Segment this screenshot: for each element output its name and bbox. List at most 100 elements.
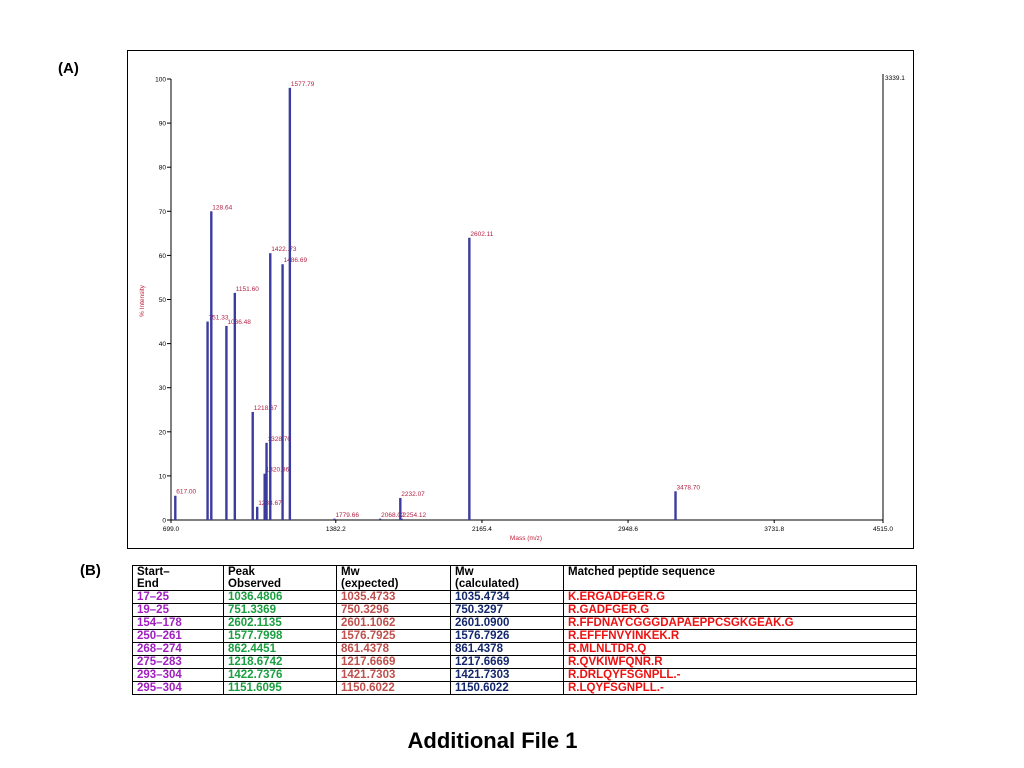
spectrum-svg: 0 10 20 30 40 50 60 70 80 90 100 699.0 1382.2 2165.4 2… bbox=[139, 74, 905, 542]
peak-label: 751.33 bbox=[209, 315, 229, 322]
peak-label: 1577.79 bbox=[291, 81, 315, 88]
y-tick-label: 90 bbox=[159, 121, 167, 128]
peak-bar bbox=[210, 211, 213, 521]
peptide-match-table: Start– End Peak Observed Mw (expected) Mw (c… bbox=[132, 565, 917, 695]
table-row: 19–25 751.3369 750.3296 750.3297 R.GADFGER.G bbox=[132, 603, 917, 617]
peak-bar bbox=[378, 518, 382, 520]
cell-mw-calculated: 1035.4734 bbox=[450, 590, 564, 604]
peak-bar bbox=[399, 497, 402, 520]
cell-matched-sequence: R.QVKIWFQNR.R bbox=[563, 655, 917, 669]
peak-label: 3478.70 bbox=[677, 484, 701, 491]
table-header-row: Start– End Peak Observed Mw (expected) Mw (c… bbox=[132, 565, 917, 591]
peak-bar bbox=[468, 237, 471, 520]
cell-matched-sequence: R.FFDNAYCGGGDAPAEPPCSGKGEAK.G bbox=[563, 616, 917, 630]
peak-label: 1320.86 bbox=[266, 467, 290, 474]
peak-label: 2232.07 bbox=[401, 491, 425, 498]
cell-mw-calculated: 861.4378 bbox=[450, 642, 564, 656]
x-tick-label: 2948.6 bbox=[618, 526, 638, 533]
x-tick-label: 3731.8 bbox=[764, 526, 784, 533]
peak-label: 1422..73 bbox=[271, 246, 297, 253]
cell-peak-observed: 1218.6742 bbox=[223, 655, 337, 669]
y-tick-label: 40 bbox=[159, 341, 167, 348]
peak-bar bbox=[674, 491, 677, 520]
y-tick-label: 60 bbox=[159, 253, 167, 260]
cell-matched-sequence: R.LQYFSGNPLL.- bbox=[563, 681, 917, 695]
peak-label: 1218.67 bbox=[254, 405, 278, 412]
cell-start-end: 19–25 bbox=[132, 603, 224, 617]
y-tick-label: 10 bbox=[159, 473, 167, 480]
table-row: 250–261 1577.7998 1576.7925 1576.7926 R.EFFF… bbox=[132, 629, 917, 643]
peak-bar bbox=[206, 321, 209, 520]
header-matched-sequence: Matched peptide sequence bbox=[563, 565, 917, 591]
table-row: 154–178 2602.1135 2601.1062 2601.0900 R.FFDN… bbox=[132, 616, 917, 630]
cell-start-end: 250–261 bbox=[132, 629, 224, 643]
y-tick-label: 100 bbox=[155, 77, 166, 84]
peak-bar bbox=[225, 325, 228, 520]
table-row: 17–25 1036.4806 1035.4733 1035.4734 K.ERGADF… bbox=[132, 590, 917, 604]
peak-label: 1036.48 bbox=[227, 319, 251, 326]
cell-start-end: 17–25 bbox=[132, 590, 224, 604]
cell-matched-sequence: R.DRLQYFSGNPLL.- bbox=[563, 668, 917, 682]
cell-peak-observed: 1577.7998 bbox=[223, 629, 337, 643]
x-tick-label: 2165.4 bbox=[472, 526, 492, 533]
max-intensity-label: 3339.1 bbox=[885, 75, 905, 82]
peak-label: 2068.02 bbox=[381, 512, 405, 519]
peak-label: 2254.12 bbox=[403, 512, 427, 519]
cell-mw-calculated: 1576.7926 bbox=[450, 629, 564, 643]
cell-matched-sequence: R.EFFFNVYINKEK.R bbox=[563, 629, 917, 643]
peak-bar bbox=[281, 264, 284, 520]
cell-mw-expected: 750.3296 bbox=[336, 603, 451, 617]
table-row: 268–274 862.4451 861.4378 861.4378 R.MLNLTDR… bbox=[132, 642, 917, 656]
peak-bar bbox=[256, 506, 259, 520]
peak-label: 1486.69 bbox=[284, 257, 308, 264]
x-tick-label: 4515.0 bbox=[873, 526, 893, 533]
peak-bar bbox=[233, 292, 237, 520]
y-tick-label: 30 bbox=[159, 385, 167, 392]
peak-label: 1151.60 bbox=[236, 286, 259, 293]
y-tick-label: 0 bbox=[162, 518, 166, 525]
peak-bar bbox=[269, 253, 272, 520]
peak-label: 1328.70 bbox=[268, 436, 292, 443]
x-tick-label: 699.0 bbox=[163, 526, 180, 533]
panel-b-label: (B) bbox=[80, 562, 101, 579]
header-mw-calculated: Mw (calculated) bbox=[450, 565, 564, 591]
footer-title: Additional File 1 bbox=[407, 728, 578, 753]
peak-label: 128.64 bbox=[212, 204, 232, 211]
peak-bar bbox=[174, 495, 177, 520]
cell-mw-calculated: 1150.6022 bbox=[450, 681, 564, 695]
cell-mw-calculated: 2601.0900 bbox=[450, 616, 564, 630]
peak-bar bbox=[333, 518, 336, 520]
y-tick-label: 20 bbox=[159, 429, 167, 436]
cell-matched-sequence: K.ERGADFGER.G bbox=[563, 590, 917, 604]
mass-spectrum-chart: 0 10 20 30 40 50 60 70 80 90 100 699.0 1382.2 2165.4 2… bbox=[127, 50, 914, 549]
cell-start-end: 275–283 bbox=[132, 655, 224, 669]
peak-bar bbox=[400, 518, 403, 520]
x-axis-title: Mass (m/z) bbox=[510, 535, 542, 542]
header-peak-observed: Peak Observed bbox=[223, 565, 337, 591]
table-row: 275–283 1218.6742 1217.6669 1217.6669 R.QVKI… bbox=[132, 655, 917, 669]
peak-label: 2602.11 bbox=[470, 231, 493, 238]
cell-start-end: 295–304 bbox=[132, 681, 224, 695]
peak-bar bbox=[288, 87, 292, 520]
panel-a-label: (A) bbox=[58, 60, 79, 77]
cell-mw-expected: 1035.4733 bbox=[336, 590, 451, 604]
y-tick-label: 50 bbox=[159, 297, 167, 304]
cell-mw-expected: 1217.6669 bbox=[336, 655, 451, 669]
y-tick-label: 80 bbox=[159, 165, 167, 172]
x-tick-label: 1382.2 bbox=[326, 526, 346, 533]
peak-bar bbox=[251, 411, 254, 520]
y-axis-title: % Intensity bbox=[139, 284, 146, 317]
cell-mw-expected: 861.4378 bbox=[336, 642, 451, 656]
cell-matched-sequence: R.MLNLTDR.Q bbox=[563, 642, 917, 656]
cell-mw-expected: 1576.7925 bbox=[336, 629, 451, 643]
table-row: 293–304 1422.7376 1421.7303 1421.7303 R.DRLQ… bbox=[132, 668, 917, 682]
table-row: 295–304 1151.6095 1150.6022 1150.6022 R.LQYF… bbox=[132, 681, 917, 695]
cell-mw-calculated: 1421.7303 bbox=[450, 668, 564, 682]
cell-start-end: 268–274 bbox=[132, 642, 224, 656]
cell-start-end: 154–178 bbox=[132, 616, 224, 630]
cell-matched-sequence: R.GADFGER.G bbox=[563, 603, 917, 617]
peak-bar bbox=[263, 473, 266, 520]
cell-peak-observed: 751.3369 bbox=[223, 603, 337, 617]
peak-bar bbox=[265, 442, 268, 520]
peak-label: 617.00 bbox=[176, 489, 196, 496]
